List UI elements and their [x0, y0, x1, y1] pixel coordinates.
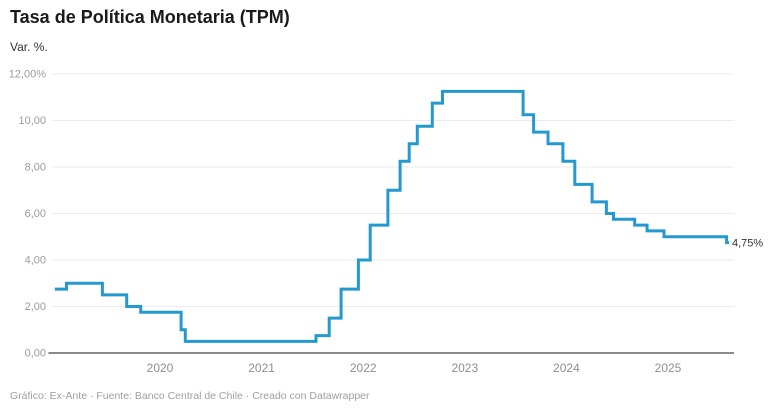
footer-attribution: Gráfico: Ex-Ante · Fuente: Banco Central… [10, 390, 370, 402]
y-axis-tick-label: 2,00 [25, 301, 46, 313]
tpm-step-line [54, 89, 729, 343]
x-axis-tick-label: 2023 [451, 361, 478, 375]
chart-title: Tasa de Política Monetaria (TPM) [10, 7, 290, 27]
chart-subtitle: Var. %. [10, 40, 48, 54]
y-axis-tick-label: 10,00 [18, 115, 46, 127]
y-axis-tick-label: 12,00% [9, 69, 47, 81]
y-axis-tick-label: 8,00 [25, 162, 46, 174]
y-axis-tick-label: 4,00 [25, 255, 46, 267]
x-axis-tick-label: 2025 [655, 361, 682, 375]
y-axis-tick-label: 6,00 [25, 208, 46, 220]
x-axis-tick-label: 2020 [147, 361, 174, 375]
axes: 12,00% 10,00 8,00 6,00 4,00 2,00 0,00 2020 2021 2… [9, 69, 734, 375]
series [54, 89, 729, 343]
gridlines [52, 73, 734, 307]
x-axis-tick-label: 2024 [553, 361, 580, 375]
tpm-step-chart: 12,00% 10,00 8,00 6,00 4,00 2,00 0,00 2020 2021 2… [9, 69, 764, 376]
x-axis-tick-label: 2022 [350, 361, 377, 375]
y-axis-tick-label: 0,00 [25, 348, 46, 360]
value-end-label: 4,75% [732, 238, 763, 250]
labels: 4,75% [732, 238, 763, 250]
x-axis-tick-label: 2021 [248, 361, 275, 375]
